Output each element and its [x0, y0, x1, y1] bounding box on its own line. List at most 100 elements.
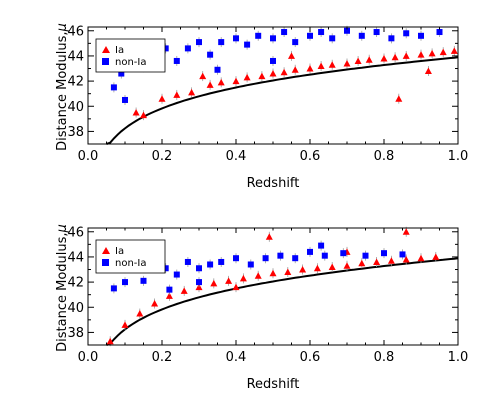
y-tick-label: 40 [67, 100, 84, 115]
non-ia-point [307, 32, 313, 39]
ia-point [132, 109, 140, 116]
x-tick-label: 0.8 [374, 350, 395, 365]
x-tick-label: 0.2 [152, 149, 173, 164]
ia-point [151, 299, 159, 307]
x-axis-label: Redshift [247, 176, 300, 191]
non-ia-point [344, 27, 350, 34]
ia-point [106, 337, 114, 345]
non-ia-point [381, 250, 387, 257]
non-ia-point [255, 32, 262, 39]
non-ia-point [184, 45, 191, 52]
ia-point [121, 321, 129, 328]
non-ia-point [321, 252, 328, 259]
ia-point [317, 62, 325, 69]
x-tick-label: 0.6 [300, 350, 321, 365]
non-ia-point [184, 258, 191, 265]
ia-point [291, 66, 299, 73]
ia-point [328, 61, 336, 68]
non-ia-point [247, 261, 254, 268]
non-ia-point [214, 66, 221, 73]
ia-point [258, 72, 266, 80]
non-ia-point [122, 279, 128, 286]
legend: Ia non-Ia [95, 239, 166, 274]
ia-point [306, 65, 314, 72]
y-tick-label: 42 [67, 276, 84, 291]
ia-point [373, 258, 381, 265]
non-ia-point [244, 41, 251, 48]
non-ia-point [418, 32, 424, 39]
non-ia-point [110, 84, 117, 91]
ia-point [417, 254, 425, 262]
ia-point [402, 228, 410, 235]
ia-point [232, 283, 240, 291]
legend-ia-marker [102, 247, 110, 254]
non-ia-point [358, 32, 365, 39]
ia-point [217, 78, 225, 86]
non-ia-point [329, 35, 336, 42]
ia-point [254, 272, 262, 279]
legend-nonia-label: non-Ia [115, 258, 146, 269]
non-ia-point [233, 255, 239, 262]
model-curve [106, 56, 459, 145]
non-ia-point [173, 57, 180, 64]
ia-point [343, 59, 351, 67]
non-ia-point [292, 255, 299, 262]
ia-point [424, 67, 432, 75]
ia-point [402, 52, 410, 59]
ia-point [284, 268, 292, 276]
ia-point [136, 310, 144, 317]
y-tick-label: 46 [67, 225, 84, 240]
non-ia-point [166, 286, 173, 293]
non-ia-point [281, 29, 288, 36]
non-ia-point [318, 29, 325, 36]
ia-point [165, 292, 173, 299]
ia-point [158, 95, 166, 102]
y-tick-label: 40 [67, 301, 84, 316]
ia-point [199, 72, 207, 80]
ia-point [328, 263, 336, 270]
legend-box [95, 38, 166, 73]
ia-point [380, 54, 388, 62]
ia-point [313, 264, 321, 272]
ia-point [402, 255, 410, 263]
non-ia-point [362, 252, 369, 259]
non-ia-point [207, 261, 214, 268]
non-ia-point [270, 35, 276, 42]
ia-point [225, 277, 233, 284]
x-tick-label: 1.0 [448, 149, 469, 164]
ia-point [439, 48, 447, 56]
non-ia-point [110, 285, 117, 292]
ia-point [188, 88, 196, 96]
non-ia-point [403, 30, 410, 37]
y-tick-label: 46 [67, 24, 84, 39]
legend-nonia-marker [102, 259, 109, 266]
y-tick-label: 44 [67, 250, 84, 265]
x-tick-label: 0.0 [78, 149, 99, 164]
non-ia-point [207, 51, 214, 58]
x-tick-label: 1.0 [448, 350, 469, 365]
x-tick-label: 0.2 [152, 350, 173, 365]
ia-point [343, 262, 351, 269]
non-ia-point [436, 29, 443, 36]
ia-point [210, 279, 218, 287]
bottom-panel: 0.0 0.2 0.4 0.6 0.8 1.0 38 40 42 44 46 Redshift Di… [55, 224, 468, 392]
non-ia-point [307, 248, 313, 255]
ia-point [354, 57, 362, 64]
non-ia-point [388, 35, 395, 42]
ia-point [417, 51, 425, 58]
ia-point [395, 95, 403, 102]
non-ia-point [173, 271, 180, 278]
ia-point [269, 269, 277, 277]
legend-ia-label: Ia [115, 246, 124, 257]
legend-ia-marker [102, 46, 110, 53]
ia-point [243, 73, 251, 81]
non-ia-point [262, 255, 269, 262]
legend-ia-label: Ia [115, 45, 124, 56]
y-tick-label: 38 [67, 326, 84, 341]
legend-nonia-label: non-Ia [115, 57, 146, 68]
ia-point [450, 47, 458, 54]
x-axis-label: Redshift [247, 377, 300, 392]
ia-point [428, 49, 436, 57]
non-ia-point [270, 57, 276, 64]
